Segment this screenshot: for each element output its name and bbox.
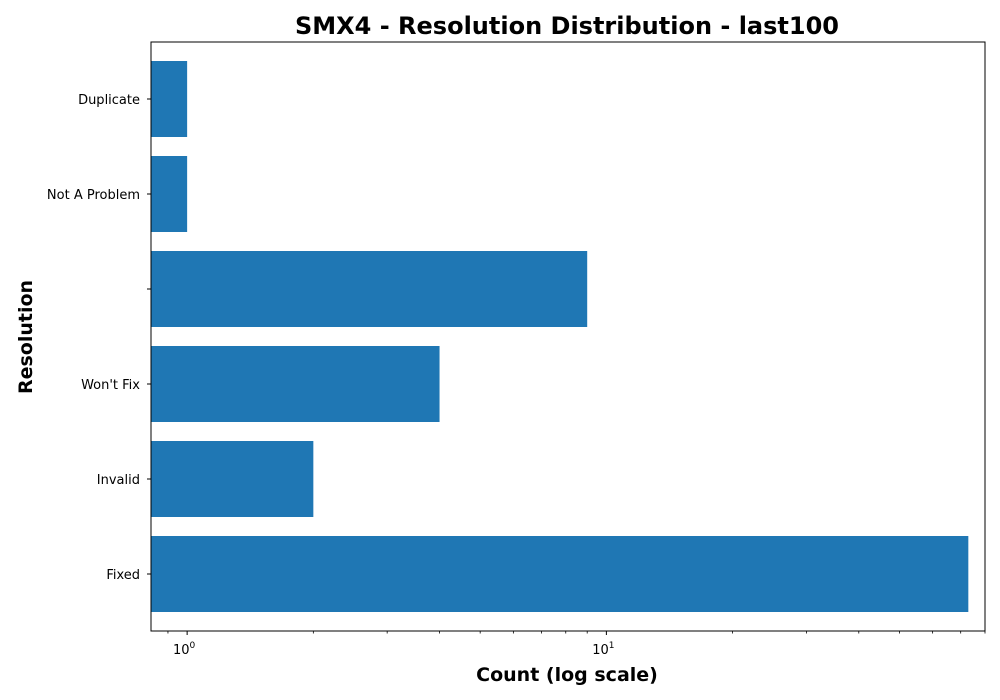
x-ticks-group: 100 101 [167,631,986,658]
bar [151,61,188,137]
x-tick-label: 101 [592,641,614,658]
bar [151,346,440,422]
bar [151,536,969,612]
bars-group [151,61,969,612]
y-tick-label: Not A Problem [47,188,140,203]
plot-frame [150,41,986,632]
y-ticks-group: Fixed Invalid Won't Fix Not A Problem Duplic… [47,93,151,583]
x-axis-label: Count (log scale) [476,664,658,686]
chart-title: SMX4 - Resolution Distribution - last100 [295,12,839,40]
y-tick-label: Invalid [97,473,140,488]
y-tick-label: Duplicate [78,93,140,108]
x-tick-label: 100 [173,641,196,658]
bar [151,441,314,517]
bar [151,251,588,327]
y-tick-label: Fixed [106,568,140,583]
bar [151,156,188,232]
y-tick-label: Won't Fix [81,378,140,393]
y-axis-label: Resolution [15,280,37,394]
